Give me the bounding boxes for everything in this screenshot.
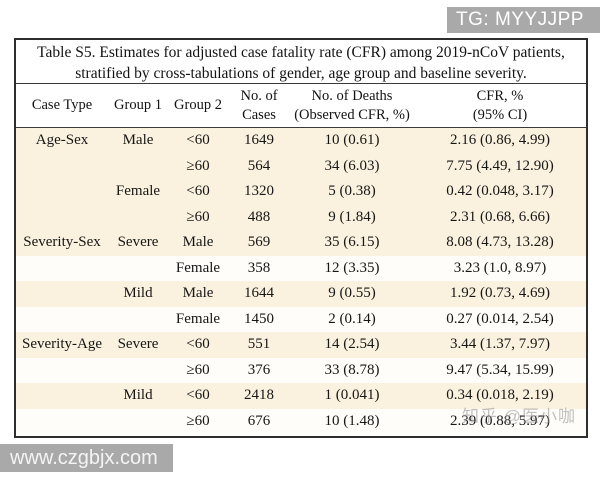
cell-deaths-observed-cfr: 10 (1.48) (324, 412, 380, 429)
table-row: Severity-Sex Severe Male 569 35 (6.15) 8… (16, 230, 586, 256)
cell-deaths-observed-cfr: 14 (2.54) (324, 336, 380, 353)
cell-deaths-observed-cfr: 35 (6.15) (324, 234, 380, 251)
cell-cases: 358 (247, 259, 271, 276)
cell-cases: 1320 (244, 183, 274, 200)
cell-group2: Female (175, 259, 221, 276)
table-row: ≥60 676 10 (1.48) 2.39 (0.88, 5.97) (16, 408, 586, 434)
table-row: ≥60 488 9 (1.84) 2.31 (0.68, 6.66) (16, 204, 586, 230)
cell-cfr-95ci: 2.39 (0.88, 5.97) (450, 412, 550, 429)
cell-cases: 676 (247, 412, 271, 429)
table-row: Mild <60 2418 1 (0.041) 0.34 (0.018, 2.1… (16, 383, 586, 409)
cell-group1: Severe (117, 234, 159, 251)
cell-cfr-95ci: 1.92 (0.73, 4.69) (450, 285, 550, 302)
cell-cases: 569 (247, 234, 271, 251)
cell-group2: <60 (186, 387, 210, 404)
cell-cfr-95ci: 0.42 (0.048, 3.17) (446, 183, 554, 200)
cell-cfr-95ci: 2.16 (0.86, 4.99) (450, 132, 550, 149)
cell-cfr-95ci: 0.27 (0.014, 2.54) (446, 310, 554, 327)
telegram-watermark-banner: TG: MYYJJPP (447, 7, 600, 33)
cell-group1: Male (122, 132, 154, 149)
cell-deaths-observed-cfr: 2 (0.14) (328, 310, 376, 327)
header-cfr-ci: CFR, % (95% CI) (472, 87, 528, 123)
cell-cfr-95ci: 3.23 (1.0, 8.97) (453, 259, 547, 276)
header-no-of-deaths: No. of Deaths (Observed CFR, %) (294, 87, 410, 123)
cell-group2: <60 (186, 132, 210, 149)
cell-case-type: Age-Sex (35, 132, 89, 149)
table-row: Female 358 12 (3.35) 3.23 (1.0, 8.97) (16, 255, 586, 281)
cell-deaths-observed-cfr: 10 (0.61) (324, 132, 380, 149)
cell-deaths-observed-cfr: 9 (1.84) (328, 208, 376, 225)
website-watermark: www.czgbjx.com (0, 444, 173, 472)
cell-group2: ≥60 (186, 361, 210, 378)
cell-group2: Female (175, 310, 221, 327)
table-row: Female <60 1320 5 (0.38) 0.42 (0.048, 3.… (16, 179, 586, 205)
cell-case-type: Severity-Age (22, 336, 102, 353)
cell-deaths-observed-cfr: 5 (0.38) (328, 183, 376, 200)
cell-group2: <60 (186, 336, 210, 353)
cell-cfr-95ci: 0.34 (0.018, 2.19) (446, 387, 554, 404)
cell-case-type: Severity-Sex (23, 234, 101, 251)
cell-cases: 551 (247, 336, 271, 353)
cfr-table: Table S5. Estimates for adjusted case fa… (14, 38, 588, 438)
header-group1: Group 1 (114, 97, 162, 113)
table-title-line1: Table S5. Estimates for adjusted case fa… (37, 44, 565, 61)
cell-deaths-observed-cfr: 33 (8.78) (324, 361, 380, 378)
cell-cfr-95ci: 8.08 (4.73, 13.28) (446, 234, 554, 251)
cell-group1: Mild (123, 285, 153, 302)
cell-group2: Male (182, 234, 214, 251)
cell-group1: Mild (123, 387, 153, 404)
cell-group1: Severe (117, 336, 159, 353)
cell-cfr-95ci: 2.31 (0.68, 6.66) (450, 208, 550, 225)
cell-deaths-observed-cfr: 1 (0.041) (324, 387, 380, 404)
table-row: Mild Male 1644 9 (0.55) 1.92 (0.73, 4.69… (16, 281, 586, 307)
table-row: ≥60 376 33 (8.78) 9.47 (5.34, 15.99) (16, 357, 586, 383)
cell-cfr-95ci: 7.75 (4.49, 12.90) (446, 157, 554, 174)
cell-deaths-observed-cfr: 12 (3.35) (324, 259, 380, 276)
table-title: Table S5. Estimates for adjusted case fa… (16, 40, 586, 84)
cell-cases: 1644 (244, 285, 274, 302)
table-row: Severity-Age Severe <60 551 14 (2.54) 3.… (16, 332, 586, 358)
table-body: Age-Sex Male <60 1649 10 (0.61) 2.16 (0.… (16, 128, 586, 434)
cell-cfr-95ci: 3.44 (1.37, 7.97) (450, 336, 550, 353)
table-row: Female 1450 2 (0.14) 0.27 (0.014, 2.54) (16, 306, 586, 332)
cell-deaths-observed-cfr: 34 (6.03) (324, 157, 380, 174)
cell-group1: Female (115, 183, 161, 200)
cell-cfr-95ci: 9.47 (5.34, 15.99) (446, 361, 554, 378)
cell-cases: 1649 (244, 132, 274, 149)
header-case-type: Case Type (31, 97, 93, 113)
cell-cases: 1450 (244, 310, 274, 327)
cell-deaths-observed-cfr: 9 (0.55) (328, 285, 376, 302)
cell-group2: <60 (186, 183, 210, 200)
cell-group2: ≥60 (186, 412, 210, 429)
table-row: Age-Sex Male <60 1649 10 (0.61) 2.16 (0.… (16, 128, 586, 154)
cell-cases: 488 (247, 208, 271, 225)
cell-group2: ≥60 (186, 157, 210, 174)
cell-group2: Male (182, 285, 214, 302)
table-row: ≥60 564 34 (6.03) 7.75 (4.49, 12.90) (16, 153, 586, 179)
cell-group2: ≥60 (186, 208, 210, 225)
table-header-row: Case Type Group 1 Group 2 No. of Cases N… (16, 84, 586, 128)
header-no-of-cases: No. of Cases (240, 87, 278, 123)
cell-cases: 564 (247, 157, 271, 174)
cell-cases: 2418 (244, 387, 274, 404)
header-group2: Group 2 (174, 97, 222, 113)
cell-cases: 376 (247, 361, 271, 378)
table-title-line2: stratified by cross-tabulations of gende… (75, 65, 527, 82)
